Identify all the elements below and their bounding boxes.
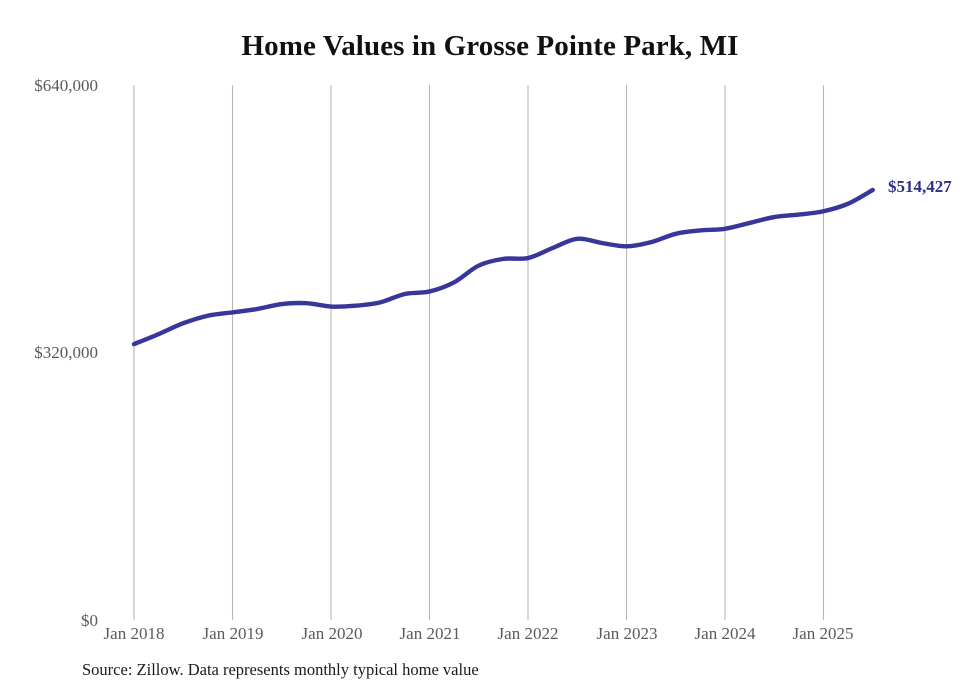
- page-title: Home Values in Grosse Pointe Park, MI: [241, 30, 739, 62]
- y-tick-label-640000: $640,000: [34, 76, 98, 95]
- y-tick-label-320000: $320,000: [34, 343, 98, 362]
- x-tick-label-jan-2019: Jan 2019: [202, 624, 264, 643]
- x-tick-label-jan-2023: Jan 2023: [596, 624, 658, 643]
- gridlines-group: [133, 85, 825, 620]
- x-tick-label-jan-2024: Jan 2024: [694, 624, 756, 643]
- x-tick-label-jan-2021: Jan 2021: [399, 624, 461, 643]
- x-tick-label-jan-2022: Jan 2022: [497, 624, 559, 643]
- source-note: Source: Zillow. Data represents monthly …: [82, 660, 479, 679]
- home-value-series-line: [131, 187, 875, 347]
- x-tick-label-jan-2018: Jan 2018: [103, 624, 165, 643]
- x-tick-label-jan-2020: Jan 2020: [301, 624, 363, 643]
- y-tick-label-0: $0: [81, 611, 98, 630]
- x-tick-label-jan-2025: Jan 2025: [792, 624, 854, 643]
- end-value-annotation: $514,427: [888, 177, 952, 196]
